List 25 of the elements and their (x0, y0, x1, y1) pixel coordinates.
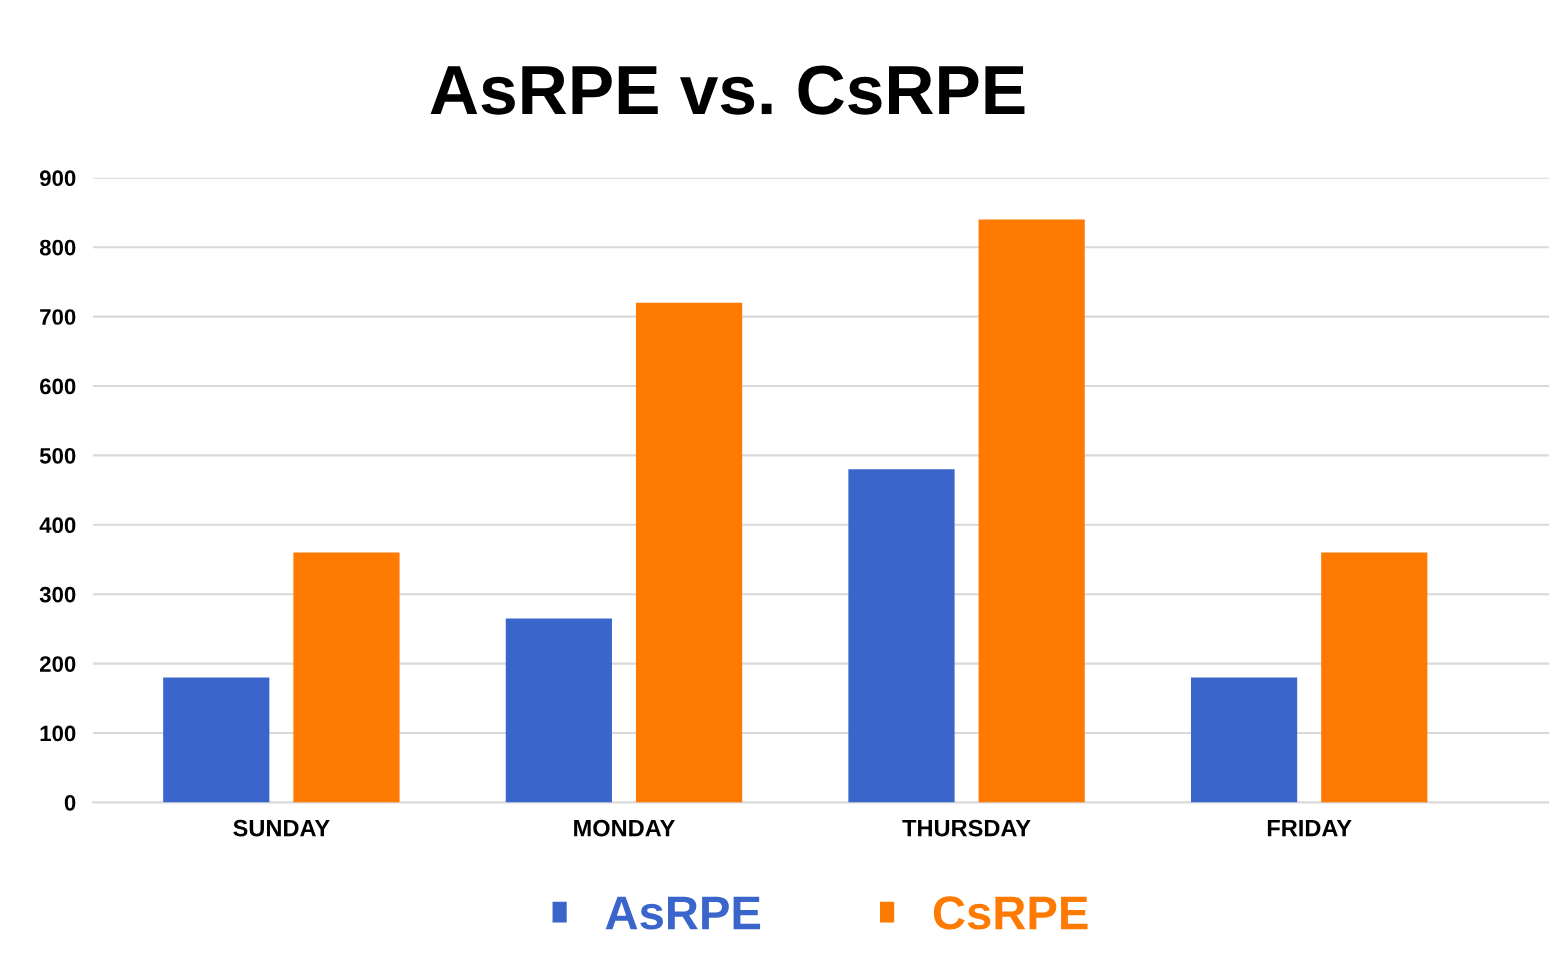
y-tick-label: 200 (39, 656, 76, 672)
y-tick-label: 900 (39, 170, 76, 187)
y-tick-label: 100 (40, 725, 76, 742)
legend-label: CsRPE (933, 896, 1088, 930)
x-tick-label: THURSDAY (902, 819, 1031, 837)
legend-label: AsRPE (605, 896, 761, 930)
x-tick-label: FRIDAY (1267, 819, 1352, 837)
bar (163, 677, 270, 803)
y-tick-label: 500 (39, 447, 76, 464)
bar (293, 552, 400, 803)
y-tick-label: 300 (39, 586, 76, 603)
bar (1321, 552, 1428, 803)
y-tick-label: 400 (39, 517, 76, 534)
y-tick-label: 600 (40, 378, 76, 395)
x-tick-label: SUNDAY (233, 819, 330, 837)
y-tick-label: 800 (39, 239, 76, 256)
bar (1190, 677, 1298, 803)
bar (848, 469, 955, 803)
bar (505, 618, 612, 803)
chart-title: AsRPE vs. CsRPE (430, 65, 1025, 115)
y-tick-label: 0 (64, 794, 76, 811)
bar (978, 219, 1085, 803)
y-tick-label: 700 (40, 309, 76, 325)
x-tick-label: MONDAY (574, 819, 675, 837)
bar (635, 302, 743, 803)
